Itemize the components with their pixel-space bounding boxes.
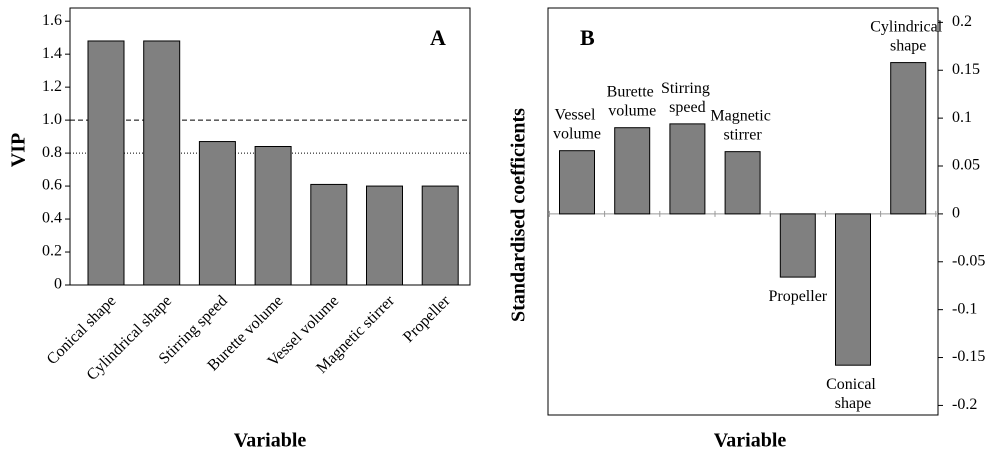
y-axis-title: Standardised coefficients [508,108,530,322]
bar [835,213,871,366]
y-tick-label: 0.8 [42,144,62,161]
bar [779,213,816,278]
bar [87,40,125,286]
y-tick-label: -0.05 [952,252,985,269]
y-axis-title: VIP [8,133,30,167]
y-tick-label: 0.6 [42,177,62,194]
y-tick-label: 1.4 [42,45,62,62]
bar [254,146,292,286]
bar [198,141,236,286]
bar [310,183,348,286]
y-tick-label: 0.2 [952,13,972,30]
bar [890,62,927,215]
category-label: Cylindrical shape [870,18,946,54]
bar [614,127,651,215]
x-axis-title: Variable [234,430,307,452]
x-tick-label: Propeller [400,292,454,346]
y-tick-label: -0.1 [952,300,977,317]
y-tick-label: 0 [54,276,62,293]
y-tick-label: 0.4 [42,210,62,227]
plot-frame [547,7,939,416]
panel-label: A [430,25,446,50]
y-tick-label: 1.2 [42,78,62,95]
bar [421,185,459,286]
category-label: Propeller [768,288,827,305]
y-tick-label: -0.2 [952,396,977,413]
y-tick-label: 0.15 [952,61,980,78]
y-tick-label: 1.6 [42,12,62,29]
category-label: Stirring speed [661,80,714,116]
x-axis-title: Variable [714,430,787,452]
bar [669,123,706,215]
y-tick-label: 0.1 [952,109,972,126]
y-tick-label: 1.0 [42,111,62,128]
panel-label: B [580,25,595,50]
category-label: Vessel volume [553,106,601,142]
bar [724,151,761,215]
bar [366,185,403,286]
category-label: Burette volume [607,83,658,119]
y-tick-label: 0.2 [42,243,62,260]
bar [143,40,181,286]
y-tick-label: -0.15 [952,348,985,365]
category-label: Magnetic stirrer [710,107,774,143]
y-tick-label: 0 [952,205,960,222]
category-label: Conical shape [826,376,880,412]
y-tick-label: 0.05 [952,157,980,174]
bar [559,150,595,215]
